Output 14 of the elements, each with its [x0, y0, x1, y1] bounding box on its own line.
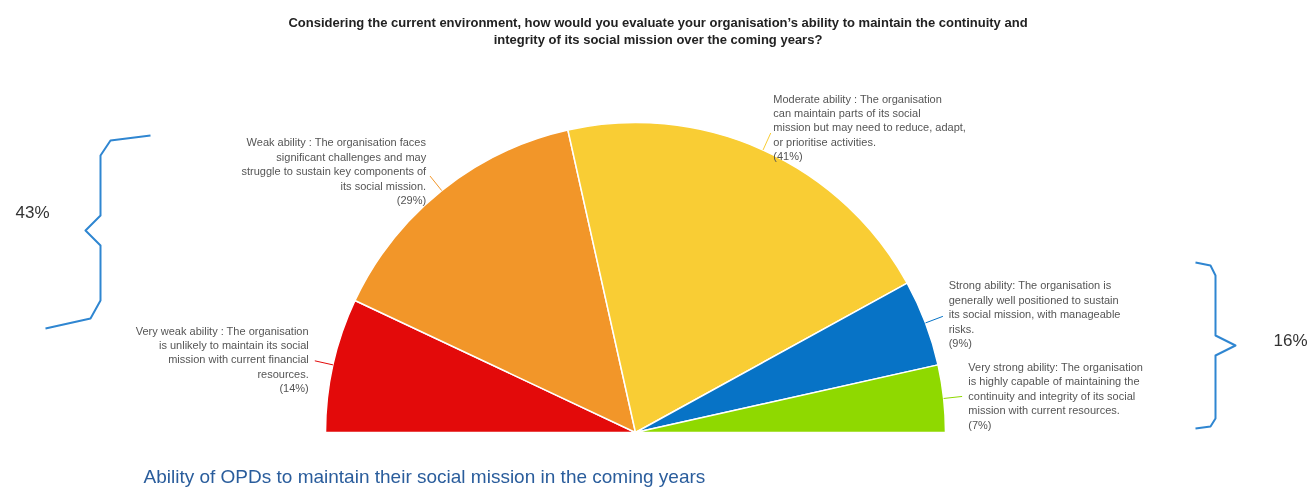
data-label: (9%): [948, 336, 972, 349]
slice-label: Strong ability: The organisation is generally well positioned to sustain its social mission, with manageable risks.: [948, 279, 1121, 335]
slice-label: Very weak ability : The organisation is unlikely to maintain its social mission with current financial resources.: [135, 324, 309, 380]
data-label: (29%): [396, 194, 427, 207]
data-label: (7%): [968, 418, 992, 431]
slice-label: Moderate ability : The organisation can maintain parts of its social mission but may need to reduce, adapt, or prioritise activities.: [773, 92, 966, 148]
text: Ability of OPDs to maintain their social mission in the coming years: [143, 466, 706, 487]
text: 16%: [1273, 331, 1308, 350]
slice-label: Weak ability : The organisation faces significant challenges and may struggle to sustain key components of its social mission.: [241, 136, 428, 192]
data-label: (41%): [773, 150, 803, 163]
slice-label: Very strong ability: The organisation is highly capable of maintaining the continuity and integrity of its social mission with current resources.: [968, 360, 1143, 417]
text: 43%: [15, 203, 50, 222]
chart-title: Considering the current environment, how would you evaluate your organisation’s ability to maintain the continuity and integrity of its social mission over the coming years?: [288, 14, 1028, 47]
data-label: (14%): [279, 382, 309, 395]
